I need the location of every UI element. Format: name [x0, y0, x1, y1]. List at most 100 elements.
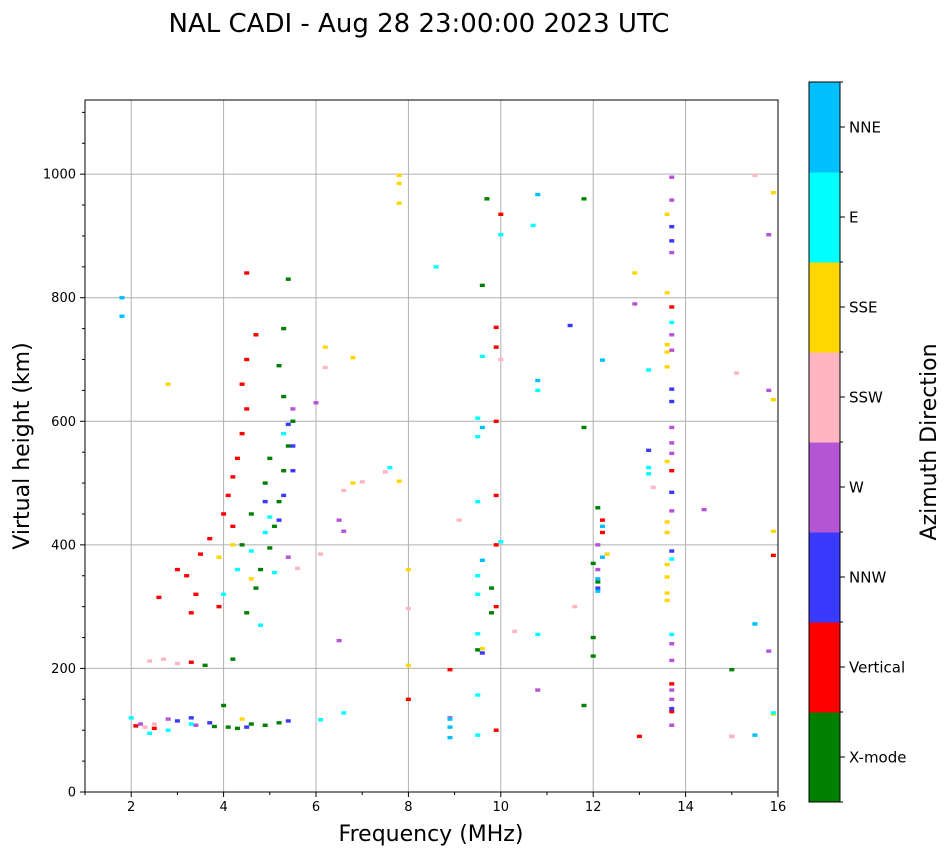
colorbar-segment	[809, 622, 840, 713]
echo-point	[281, 394, 287, 399]
echo-point	[669, 441, 675, 445]
echo-point	[664, 520, 670, 524]
echo-point	[405, 606, 411, 611]
echo-point	[664, 350, 670, 354]
echo-point	[669, 709, 675, 714]
echo-point	[239, 543, 245, 547]
y-axis-ticks: 0 200 400 600 800 1000	[43, 111, 85, 801]
echo-point	[216, 555, 222, 559]
echo-point	[276, 363, 282, 368]
echo-point	[669, 723, 675, 727]
echo-point	[174, 661, 180, 666]
echo-point	[535, 632, 541, 637]
x-tick-label: 2	[127, 800, 135, 815]
echo-point	[248, 722, 254, 726]
echo-point	[290, 469, 296, 473]
echo-point	[447, 725, 453, 729]
echo-point	[318, 718, 324, 722]
echo-point	[595, 577, 601, 581]
echo-points	[119, 173, 776, 740]
y-tick-label: 600	[51, 415, 76, 430]
colorbar-tick-label: Vertical	[849, 659, 905, 677]
echo-point	[664, 342, 670, 347]
echo-point	[262, 530, 268, 535]
colorbar-tick-label: NNE	[849, 119, 881, 137]
echo-point	[447, 735, 453, 740]
echo-point	[433, 265, 439, 269]
echo-point	[193, 723, 199, 727]
echo-point	[137, 722, 143, 726]
echo-point	[669, 682, 675, 686]
echo-point	[285, 277, 291, 281]
echo-point	[230, 657, 236, 661]
echo-point	[479, 283, 485, 288]
echo-point	[766, 232, 772, 237]
echo-point	[599, 358, 605, 362]
echo-point	[147, 659, 153, 663]
echo-point	[493, 728, 499, 732]
echo-point	[221, 703, 227, 708]
echo-point	[664, 598, 670, 603]
echo-point	[156, 595, 162, 600]
echo-point	[498, 212, 504, 217]
echo-point	[133, 724, 139, 728]
echo-point	[475, 499, 481, 504]
echo-point	[595, 586, 601, 590]
echo-point	[493, 493, 499, 498]
echo-point	[313, 401, 319, 405]
echo-point	[281, 326, 287, 331]
x-tick-label: 12	[585, 800, 602, 815]
echo-point	[276, 499, 282, 504]
x-axis-label: Frequency (MHz)	[339, 822, 524, 847]
echo-point	[669, 224, 675, 229]
echo-point	[733, 371, 739, 375]
echo-point	[530, 223, 536, 228]
echo-point	[770, 553, 776, 558]
echo-point	[253, 586, 259, 590]
echo-point	[479, 646, 485, 651]
echo-point	[396, 173, 402, 178]
echo-point	[267, 515, 273, 519]
echo-point	[396, 201, 402, 205]
colorbar-segment	[809, 262, 840, 353]
echo-point	[595, 506, 601, 510]
echo-point	[646, 465, 652, 470]
echo-point	[669, 399, 675, 404]
echo-point	[447, 717, 453, 721]
echo-point	[664, 212, 670, 217]
echo-point	[729, 734, 735, 739]
echo-point	[285, 444, 291, 448]
echo-point	[669, 320, 675, 325]
echo-point	[234, 726, 240, 731]
echo-point	[669, 642, 675, 646]
x-tick-label: 10	[493, 800, 510, 815]
echo-point	[239, 717, 245, 721]
x-tick-label: 14	[677, 800, 694, 815]
colorbar-segment	[809, 172, 840, 263]
echo-point	[244, 407, 250, 411]
echo-point	[664, 291, 670, 295]
echo-point	[669, 706, 675, 711]
plot-background	[85, 100, 778, 792]
echo-point	[664, 459, 670, 464]
echo-point	[174, 719, 180, 723]
colorbar-tick-label: SSE	[849, 299, 878, 317]
echo-point	[664, 575, 670, 579]
echo-point	[244, 357, 250, 362]
echo-point	[701, 507, 707, 512]
echo-point	[770, 529, 776, 533]
echo-point	[244, 611, 250, 615]
y-tick-label: 0	[68, 786, 76, 801]
colorbar-segment	[809, 532, 840, 623]
echo-point	[729, 667, 735, 672]
echo-point	[632, 271, 638, 275]
echo-point	[479, 651, 485, 655]
echo-point	[646, 448, 652, 453]
echo-point	[581, 197, 587, 201]
echo-point	[664, 591, 670, 595]
echo-point	[341, 711, 347, 715]
echo-point	[285, 555, 291, 559]
echo-point	[484, 197, 490, 201]
echo-point	[193, 592, 199, 596]
echo-point	[581, 703, 587, 708]
